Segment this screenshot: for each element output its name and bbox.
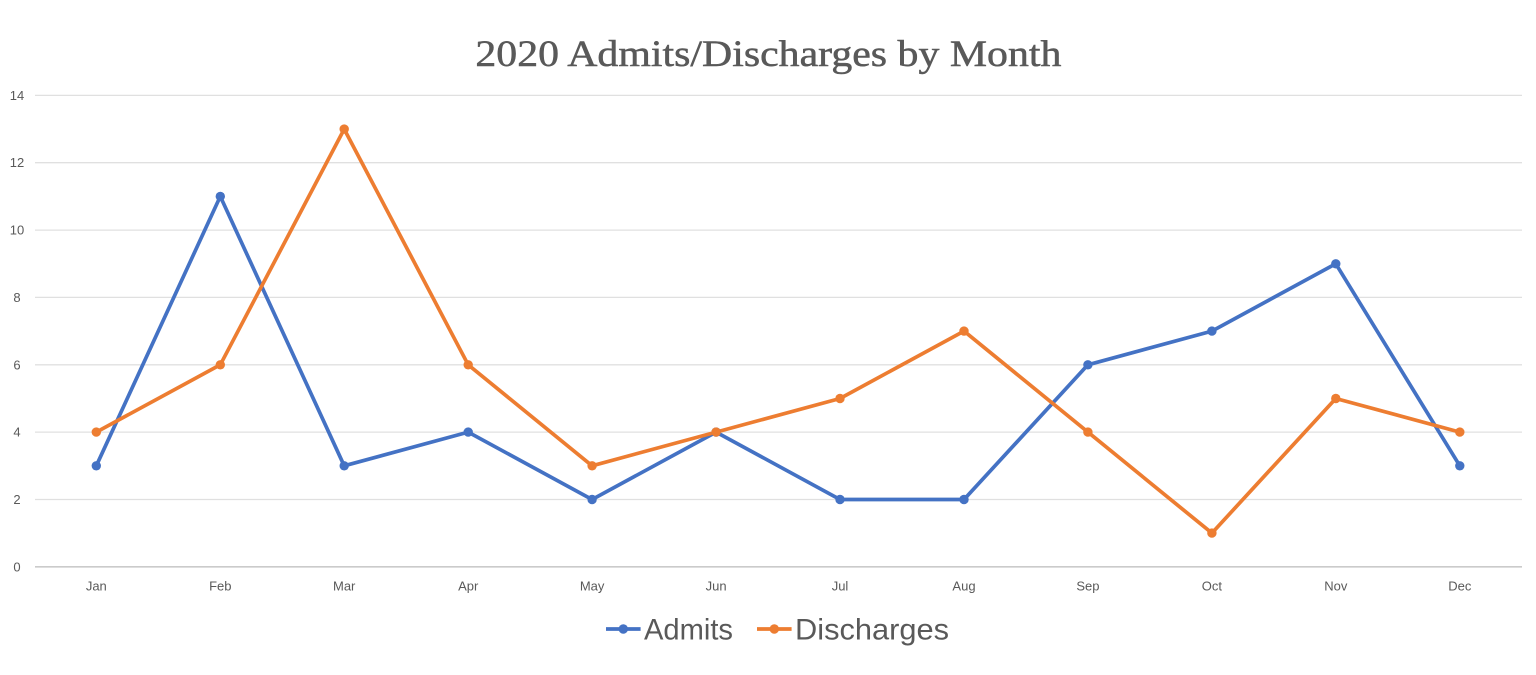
svg-text:2020 Admits/Discharges by Mont: 2020 Admits/Discharges by Month xyxy=(475,34,1062,75)
svg-text:8: 8 xyxy=(13,290,20,305)
svg-text:Sep: Sep xyxy=(1076,579,1099,594)
svg-text:Jan: Jan xyxy=(86,579,107,594)
svg-text:Feb: Feb xyxy=(209,579,231,594)
svg-text:Admits: Admits xyxy=(644,614,733,647)
svg-text:4: 4 xyxy=(13,425,20,440)
svg-text:14: 14 xyxy=(10,88,24,103)
svg-text:6: 6 xyxy=(13,357,20,372)
svg-text:Nov: Nov xyxy=(1324,579,1348,594)
svg-text:Dec: Dec xyxy=(1448,579,1472,594)
svg-text:12: 12 xyxy=(10,155,24,170)
svg-text:May: May xyxy=(580,579,605,594)
svg-text:Jul: Jul xyxy=(832,579,849,594)
svg-text:Discharges: Discharges xyxy=(795,614,949,647)
svg-text:2: 2 xyxy=(13,492,20,507)
svg-text:Apr: Apr xyxy=(458,579,479,594)
svg-text:10: 10 xyxy=(10,223,24,238)
svg-text:Aug: Aug xyxy=(952,579,975,594)
svg-text:Oct: Oct xyxy=(1202,579,1223,594)
svg-text:Jun: Jun xyxy=(706,579,727,594)
svg-text:0: 0 xyxy=(13,559,20,574)
svg-text:Mar: Mar xyxy=(333,579,356,594)
